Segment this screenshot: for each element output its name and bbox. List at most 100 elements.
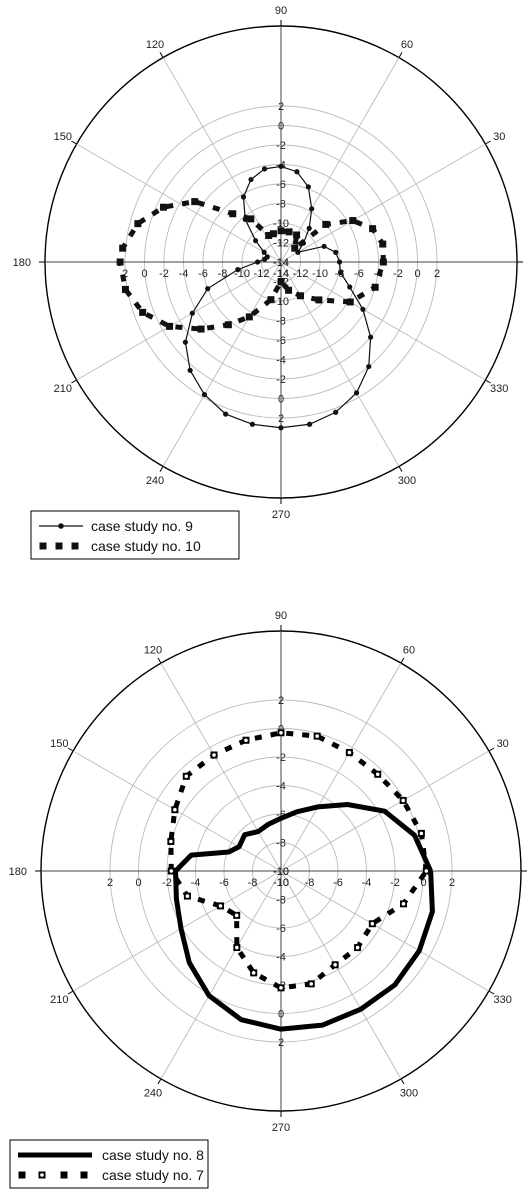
data-point <box>197 325 205 333</box>
radial-tick-label: -10 <box>273 866 289 878</box>
legend-marker <box>18 1171 26 1179</box>
data-point <box>333 409 339 415</box>
radial-tick-label: -6 <box>354 268 364 280</box>
angle-label: 180 <box>9 866 27 878</box>
data-point <box>285 286 293 294</box>
angle-tick-mark <box>485 379 491 384</box>
radial-tick-label: -10 <box>273 877 289 889</box>
radial-tick-label: -6 <box>219 877 229 889</box>
data-point <box>336 259 343 265</box>
data-point <box>248 176 254 183</box>
data-point <box>245 313 253 321</box>
data-point <box>278 425 284 431</box>
grid-spoke <box>280 870 402 1080</box>
angle-tick-mark <box>398 466 403 472</box>
radial-tick-label: -10 <box>273 866 289 878</box>
data-point <box>116 258 124 266</box>
data-point-center <box>419 831 424 836</box>
data-point-center <box>401 902 406 906</box>
angle-label: 150 <box>54 131 72 143</box>
data-point <box>285 228 293 236</box>
radial-tick-label: -2 <box>159 268 169 280</box>
data-point <box>337 269 344 276</box>
angle-tick-mark <box>71 379 77 384</box>
angle-label: 90 <box>275 5 287 17</box>
data-point-center <box>218 904 223 908</box>
radial-tick-label: -10 <box>273 877 289 889</box>
legend-box <box>30 510 240 560</box>
grid-spoke <box>162 57 282 263</box>
legend-label: case study no. 8 <box>102 1147 204 1163</box>
radial-tick-label: 0 <box>141 268 147 280</box>
data-point <box>360 306 366 312</box>
data-point <box>267 296 275 304</box>
data-point-center <box>185 894 190 898</box>
radial-tick-label: 0 <box>278 1009 284 1021</box>
radial-tick-label: -12 <box>293 268 309 280</box>
data-point <box>349 217 357 225</box>
angle-tick-mark <box>67 990 74 995</box>
angle-tick-mark <box>398 52 403 58</box>
legend-marker <box>55 542 63 550</box>
angle-tick-mark <box>159 52 164 58</box>
legend: case study no. 8 case study no. 7 <box>9 1139 209 1189</box>
data-point <box>321 243 327 249</box>
data-point <box>139 308 147 316</box>
data-point <box>346 298 354 306</box>
data-point <box>262 256 268 262</box>
angle-label: 150 <box>50 738 68 750</box>
radial-tick-label: -8 <box>305 877 315 889</box>
radial-tick-label: 2 <box>278 1037 284 1049</box>
radial-tick-label: 2 <box>434 268 440 280</box>
data-point-center <box>173 807 177 812</box>
data-point <box>247 215 255 223</box>
legend-label: case study no. 10 <box>91 538 201 554</box>
data-point-center <box>424 869 429 873</box>
data-point-center <box>184 774 189 779</box>
grid-spoke <box>280 57 400 263</box>
grid-spoke <box>76 261 282 381</box>
radial-tick-label: -4 <box>362 877 372 889</box>
data-point <box>305 184 311 190</box>
data-point-center <box>234 913 239 918</box>
data-point-center <box>279 986 283 990</box>
radial-tick-label: -4 <box>276 952 286 964</box>
angle-label: 270 <box>272 1122 290 1134</box>
angle-label: 60 <box>403 644 415 656</box>
radial-tick-label: -2 <box>276 752 286 764</box>
angle-tick-mark <box>157 1078 162 1085</box>
data-point-center <box>279 730 283 735</box>
grid-spoke <box>76 143 282 263</box>
radial-tick-label: 0 <box>135 877 141 889</box>
radial-tick-label: -6 <box>276 809 286 821</box>
data-point <box>291 244 299 252</box>
data-point-center <box>315 734 319 738</box>
data-point <box>249 421 255 427</box>
radial-tick-label: 0 <box>278 121 284 133</box>
data-point <box>205 286 211 292</box>
polar-chart-2: 0306090120150180210240270300330-10-10-10… <box>9 610 527 1189</box>
radial-tick-label: -8 <box>248 877 258 889</box>
radial-tick-label: 2 <box>278 695 284 707</box>
data-point <box>121 285 129 293</box>
radial-tick-label: 0 <box>420 877 426 889</box>
data-point <box>353 390 360 396</box>
radial-tick-label: -8 <box>276 316 286 328</box>
angle-label: 210 <box>50 994 68 1006</box>
grid-spoke <box>160 870 282 1080</box>
angle-tick-mark <box>400 657 405 664</box>
grid-spoke <box>280 261 486 381</box>
angle-tick-mark <box>157 657 162 664</box>
radial-tick-label: -2 <box>162 877 172 889</box>
data-point <box>182 339 188 345</box>
grid-spoke <box>72 870 282 992</box>
grid-spoke <box>280 662 402 872</box>
radial-tick-label: 2 <box>449 877 455 889</box>
radial-tick-label: -6 <box>333 877 343 889</box>
angle-label: 120 <box>144 644 162 656</box>
grid-spoke <box>162 261 282 467</box>
data-point-center <box>370 921 375 926</box>
radial-tick-label: 0 <box>278 394 284 406</box>
radial-tick-label: -2 <box>276 374 286 386</box>
angle-label: 240 <box>144 1088 162 1100</box>
